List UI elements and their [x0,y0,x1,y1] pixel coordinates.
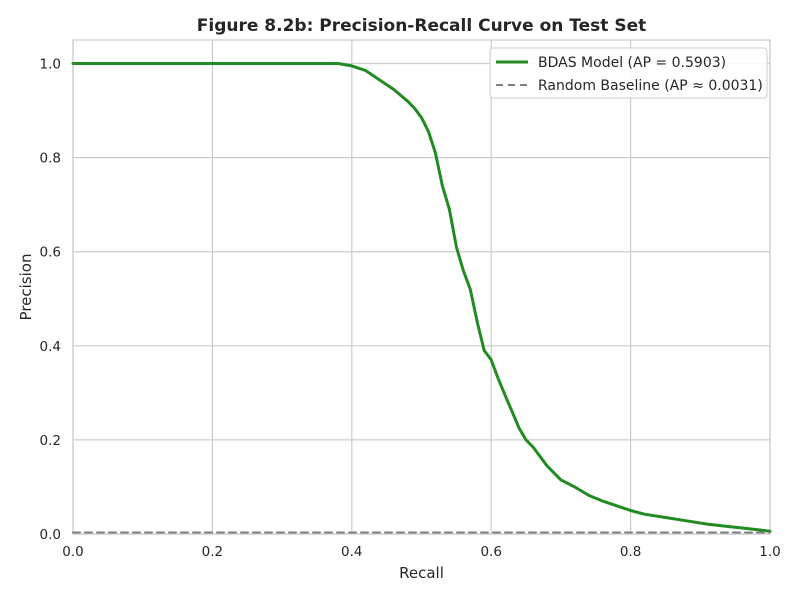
y-axis-label: Precision [17,254,35,321]
grid-layer [72,40,771,535]
x-tick-label: 1.0 [759,544,780,560]
tick-layer: 0.0 0.2 0.4 0.6 0.8 1.0 0.0 0.2 0.4 0.6 0.8 1.0 [40,57,781,560]
x-axis-label: Recall [399,564,444,582]
y-tick-label: 0.4 [40,339,61,355]
plot-frame [72,39,771,535]
y-tick-label: 0.2 [40,433,61,449]
y-tick-label: 1.0 [40,57,61,73]
legend-entry-baseline: Random Baseline (AP ≈ 0.0031) [538,78,763,94]
y-tick-label: 0.0 [40,527,61,543]
chart-title: Figure 8.2b: Precision-Recall Curve on T… [197,16,646,36]
x-tick-label: 0.4 [341,544,362,560]
legend-box [489,47,768,99]
legend-entry-model: BDAS Model (AP = 0.5903) [538,55,726,71]
x-tick-label: 0.0 [62,544,83,560]
y-tick-label: 0.8 [40,151,61,167]
y-tick-label: 0.6 [40,245,61,261]
x-tick-label: 0.2 [202,544,223,560]
legend: BDAS Model (AP = 0.5903) Random Baseline… [489,47,768,99]
series-line-model [71,62,772,533]
x-tick-label: 0.8 [620,544,641,560]
series-layer [71,62,772,534]
x-tick-label: 0.6 [480,544,501,560]
